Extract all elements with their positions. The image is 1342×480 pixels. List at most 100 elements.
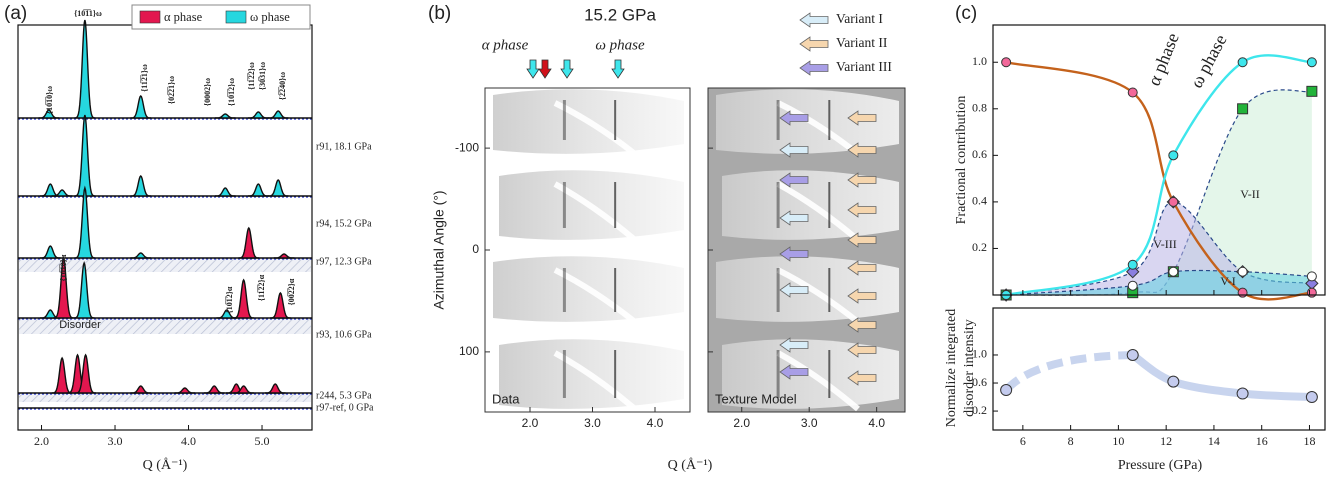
reflection-label: {11̅2̅1}ω <box>140 64 149 92</box>
y-tick-label: 1.0 <box>972 347 987 361</box>
legend-arrow <box>799 60 829 76</box>
x-axis-label: Q (Å⁻¹) <box>668 457 713 473</box>
peak <box>74 185 96 259</box>
reflection-label: {10̅1̅1}ω <box>74 9 102 18</box>
diffraction-streak <box>776 100 780 140</box>
plot-frame <box>992 24 1326 296</box>
peak <box>273 253 295 259</box>
peak <box>51 189 73 197</box>
peak <box>130 252 152 259</box>
marker <box>1168 266 1179 277</box>
legend-arrow <box>799 36 829 52</box>
y-tick-label: 0.6 <box>972 147 987 161</box>
x-tick-label: 2.0 <box>522 416 539 430</box>
legend-label: ω phase <box>250 10 290 24</box>
x-tick-label: 16 <box>1256 434 1268 448</box>
variant-arrow <box>779 172 809 188</box>
diffraction-streak <box>828 268 831 312</box>
variant-arrow <box>847 260 877 276</box>
peak <box>53 255 74 319</box>
marker <box>1236 387 1249 400</box>
peak <box>214 113 236 119</box>
marker <box>1237 266 1248 277</box>
trace-label: r97-ref, 0 GPa <box>316 402 374 413</box>
reflection-label: {11̅2̅2}α <box>257 274 266 301</box>
marker <box>1168 196 1179 207</box>
disorder-hatch <box>19 258 311 272</box>
phase-arrow <box>526 59 540 79</box>
ring-gap <box>776 100 860 157</box>
reflection-label: {2̅2̅40}ω <box>278 72 287 100</box>
marker <box>1127 259 1138 270</box>
peak <box>174 387 196 394</box>
reflection-label: {10̅1̅2}α <box>225 286 234 313</box>
panel-label: (b) <box>428 3 451 24</box>
x-axis-label: Pressure (GPa) <box>1118 458 1203 473</box>
ring-gap <box>776 181 860 243</box>
marker <box>1306 85 1318 97</box>
panel-label: (a) <box>4 3 27 24</box>
diffraction-streak <box>562 268 566 312</box>
variant-arrow <box>847 110 877 126</box>
diffraction-streak <box>776 350 780 398</box>
marker <box>1306 287 1317 298</box>
disorder-label: Disorder <box>59 319 101 331</box>
x-tick-label: 18 <box>1303 434 1315 448</box>
x-tick-label: 4.0 <box>868 416 885 430</box>
reflection-label: {30̅31}ω <box>258 62 267 90</box>
diffraction-streak <box>828 100 831 140</box>
ring-gap <box>776 350 860 412</box>
reflection-label: {02̅2̅1}ω <box>167 76 176 104</box>
disorder-hatch <box>19 393 311 402</box>
legend-label: Variant III <box>836 59 892 74</box>
peak <box>51 356 73 394</box>
trace-label: r93, 10.6 GPa <box>316 329 372 340</box>
y-tick-label: 0.4 <box>972 194 987 208</box>
series-label: ω phase <box>1186 31 1231 91</box>
y-axis-label: Normalize integrated <box>944 309 959 428</box>
peak <box>270 291 291 319</box>
x-tick-label: 5.0 <box>255 434 270 448</box>
peak <box>248 111 269 119</box>
diffraction-streak <box>614 100 617 140</box>
legend-swatch <box>225 10 247 24</box>
x-tick-label: 8 <box>1068 434 1074 448</box>
reflection-label: {0002}ω <box>203 78 212 106</box>
peak <box>233 278 254 319</box>
trend-line <box>1128 350 1316 402</box>
phase-arrow <box>560 59 574 79</box>
peak <box>73 261 95 319</box>
reflection-label: {10̅1̅0}α <box>59 254 68 281</box>
reflection-label: {10̅1̅0}ω <box>45 86 54 114</box>
peak <box>264 383 286 394</box>
peak <box>130 385 152 394</box>
x-tick-label: 14 <box>1208 434 1220 448</box>
x-tick-label: 10 <box>1112 434 1124 448</box>
y-axis-label: Azimuthal Angle (°) <box>431 190 447 309</box>
legend-label: Variant I <box>836 11 883 26</box>
trace-label: r94, 15.2 GPa <box>316 218 372 229</box>
variant-arrow <box>779 142 809 158</box>
variant-arrow <box>847 342 877 358</box>
x-tick-label: 4.0 <box>647 416 664 430</box>
variant-arrow <box>847 172 877 188</box>
diffraction-streak <box>614 182 617 228</box>
legend-swatch <box>139 10 161 24</box>
series-label: V-II <box>1240 187 1260 201</box>
variant-arrow <box>779 110 809 126</box>
reflection-label: {10̅1̅2}ω <box>227 78 236 106</box>
marker <box>1000 384 1013 397</box>
peak <box>40 245 61 259</box>
diffraction-streak <box>562 350 566 398</box>
x-tick-label: 6 <box>1020 434 1026 448</box>
diffraction-streak <box>776 268 780 312</box>
peak <box>248 183 269 197</box>
ring-gap <box>553 181 637 243</box>
peak <box>238 226 260 259</box>
legend-label: α phase <box>164 10 203 24</box>
diffraction-streak <box>828 182 831 228</box>
peak <box>214 187 236 197</box>
marker <box>1168 150 1179 161</box>
marker <box>1306 57 1317 68</box>
diffraction-streak <box>776 182 780 228</box>
